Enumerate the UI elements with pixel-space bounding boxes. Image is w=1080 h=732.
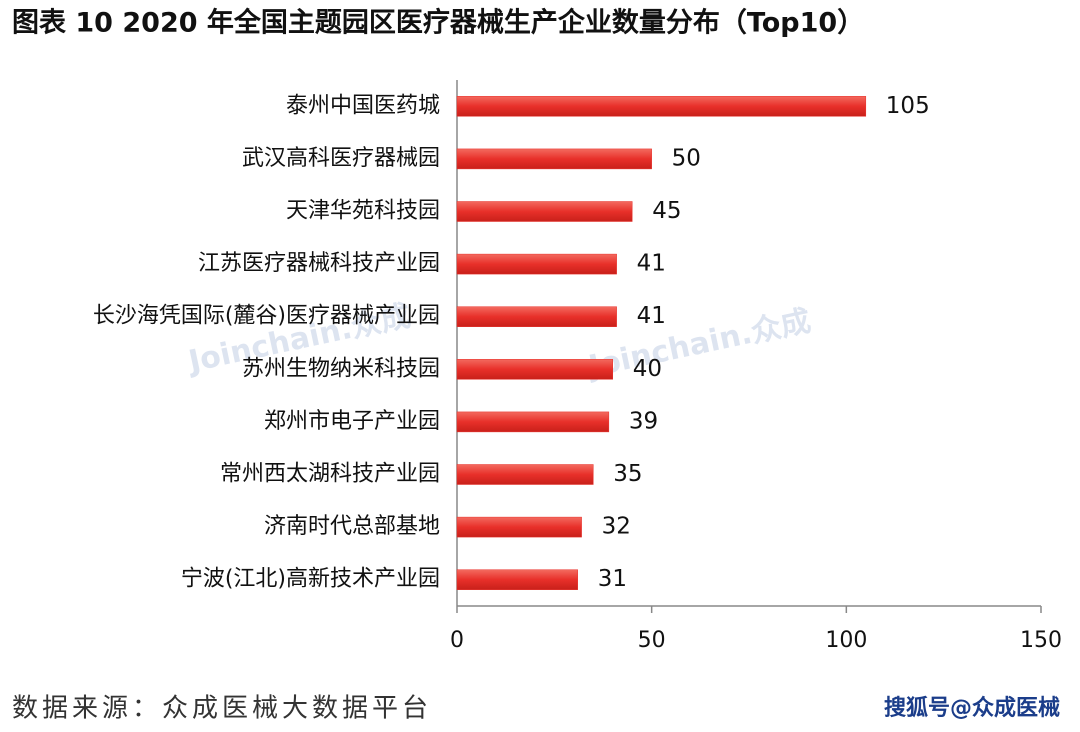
bar (456, 464, 594, 485)
value-label: 50 (672, 145, 701, 171)
bar (456, 148, 652, 170)
value-label: 40 (633, 356, 662, 382)
y-tick-label: 郑州市电子产业园 (264, 409, 440, 434)
y-tick-label: 武汉高科医疗器械园 (242, 146, 440, 171)
bar (456, 359, 613, 380)
value-label: 35 (613, 461, 642, 487)
y-tick-label: 常州西太湖科技产业园 (220, 462, 440, 487)
x-tick-label: 150 (1020, 628, 1062, 653)
value-label: 105 (886, 93, 930, 119)
value-label: 41 (637, 303, 666, 329)
y-tick-label: 天津华苑科技园 (286, 199, 440, 224)
value-label: 45 (652, 198, 681, 224)
chart-title: 图表 10 2020 年全国主题园区医疗器械生产企业数量分布（Top10） (12, 7, 864, 39)
bar (456, 96, 867, 117)
y-tick-label: 宁波(江北)高新技术产业园 (181, 567, 440, 592)
y-tick-label: 江苏医疗器械科技产业园 (198, 251, 440, 276)
x-tick-label: 100 (825, 628, 867, 653)
value-label: 31 (598, 566, 627, 592)
bar (456, 306, 617, 327)
value-label: 39 (629, 408, 658, 434)
value-label: 32 (602, 514, 631, 540)
y-tick-label: 泰州中国医药城 (286, 93, 440, 118)
x-tick-label: 50 (638, 628, 666, 653)
bar (456, 411, 610, 433)
watermark: Joinchain.众成 (584, 303, 814, 385)
y-tick-label: 长沙海凭国际(麓谷)医疗器械产业园 (93, 304, 440, 329)
bar (456, 201, 633, 222)
value-label: 41 (637, 251, 666, 277)
bar (456, 516, 582, 538)
bar (456, 569, 578, 590)
corner-mark: 搜狐号@众成医械 (884, 695, 1060, 721)
y-tick-label: 济南时代总部基地 (264, 514, 440, 539)
source-note: 数据来源：众成医械大数据平台 (12, 694, 432, 724)
bar (456, 253, 617, 275)
y-tick-label: 苏州生物纳米科技园 (242, 356, 440, 381)
x-tick-label: 0 (450, 628, 464, 653)
